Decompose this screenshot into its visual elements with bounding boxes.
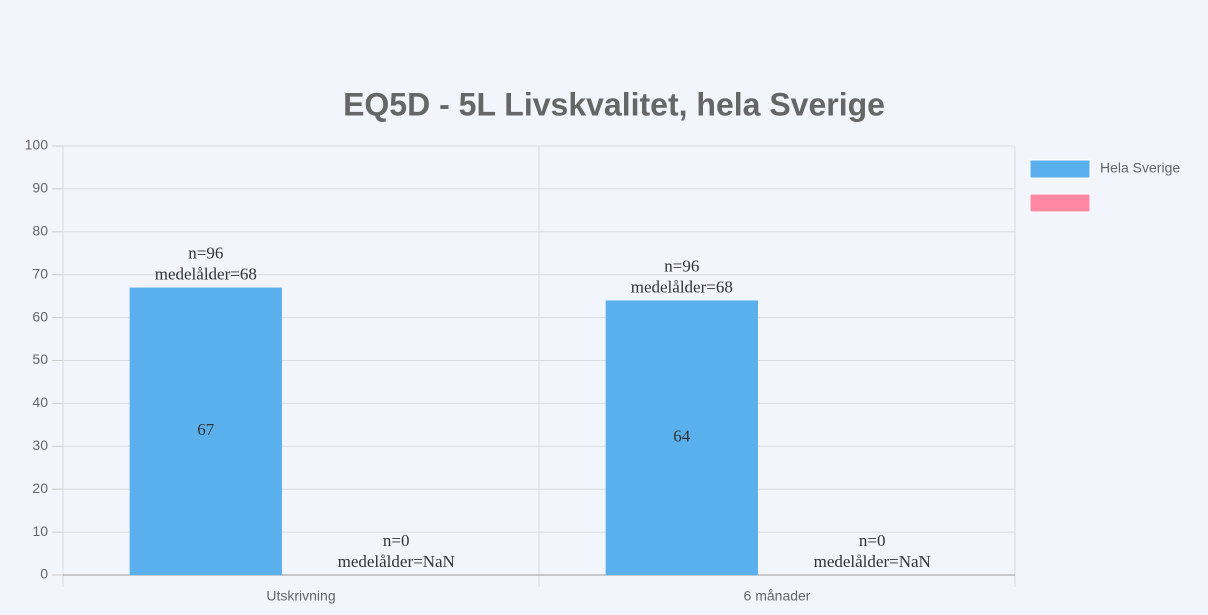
y-tick-label: 30 (32, 437, 48, 453)
y-tick-label: 20 (32, 480, 48, 496)
y-tick-label: 80 (32, 223, 48, 239)
y-tick-label: 50 (32, 351, 48, 367)
legend-swatch (1029, 193, 1091, 213)
y-tick-label: 70 (32, 265, 48, 281)
data-label: 64 (673, 427, 691, 446)
legend-swatch (1029, 159, 1091, 179)
bar (605, 300, 758, 575)
y-tick-label: 0 (40, 566, 48, 582)
y-tick-label: 40 (32, 394, 48, 410)
annotation: n=0 (383, 531, 410, 550)
annotation: n=96 (188, 243, 223, 262)
x-tick-label: Utskrivning (266, 588, 335, 604)
annotation: n=0 (859, 531, 886, 550)
y-tick-label: 100 (25, 137, 49, 153)
legend-label: Hela Sverige (1100, 160, 1180, 176)
annotation: n=96 (664, 256, 699, 275)
annotation: medelålder=68 (631, 277, 733, 296)
chart-title: EQ5D - 5L Livskvalitet, hela Sverige (343, 86, 885, 122)
annotation: medelålder=NaN (338, 552, 455, 571)
bar (129, 287, 282, 575)
annotation: medelålder=NaN (814, 552, 931, 571)
y-tick-label: 10 (32, 523, 48, 539)
y-tick-label: 90 (32, 180, 48, 196)
data-label: 67 (197, 420, 215, 439)
y-tick-label: 60 (32, 308, 48, 324)
x-tick-label: 6 månader (744, 588, 811, 604)
annotation: medelålder=68 (155, 264, 257, 283)
